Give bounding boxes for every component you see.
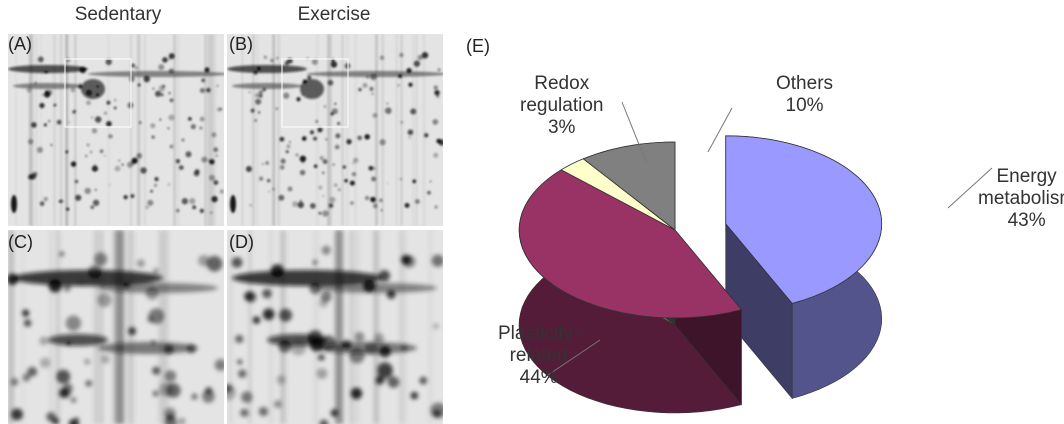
leader-energy (947, 167, 993, 209)
panel-label-c: (C) (8, 232, 33, 252)
gel-image-b (227, 34, 443, 226)
label-energy-metabolism: Energy metabolism 43% (978, 166, 1064, 231)
gel-image-a (8, 34, 224, 226)
leader-redox (621, 101, 647, 163)
panel-label-d: (D) (229, 232, 254, 252)
gel-image-c (8, 230, 224, 424)
gel-image-d (227, 230, 443, 424)
label-plasticity-related: Plasticity- related 44% (498, 323, 580, 388)
slice-others (582, 141, 676, 231)
column-title-exercise: Exercise (297, 4, 371, 25)
label-others: Others 10% (776, 73, 834, 116)
panel-label-b: (B) (229, 34, 253, 54)
leader-plasticity (547, 339, 601, 376)
leader-others (707, 107, 733, 153)
pie-chart (518, 101, 993, 414)
column-title-sedentary: Sedentary (74, 4, 162, 25)
slice-energy-metabolism (725, 135, 883, 304)
panel-label-a: (A) (8, 34, 32, 54)
panel-label-e: (E) (466, 36, 490, 56)
label-redox-regulation: Redox regulation 3% (520, 73, 604, 138)
slice-plasticity-related (518, 169, 743, 319)
